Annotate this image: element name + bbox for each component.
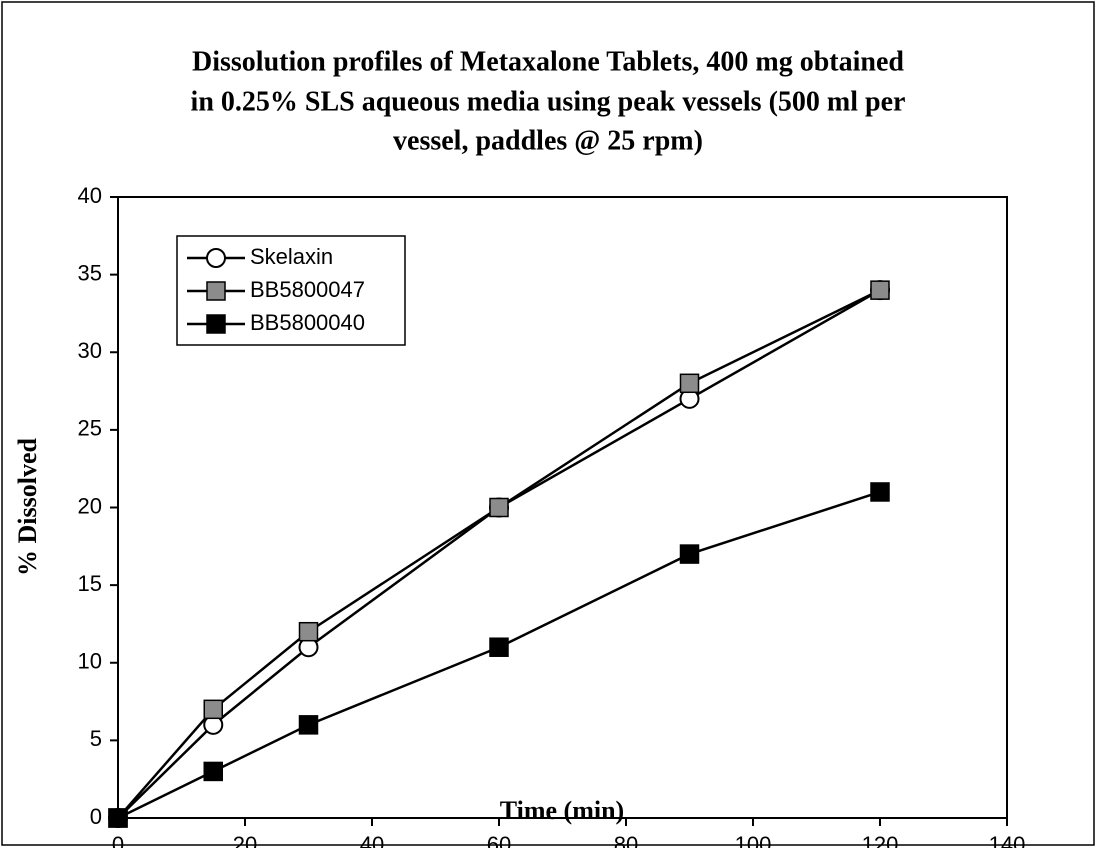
x-tick-label: 20 [233,832,257,848]
data-point [870,482,890,502]
y-tick-label: 0 [90,804,102,829]
data-point [679,373,700,394]
x-tick-label: 60 [487,832,511,848]
legend-marker [206,281,226,301]
x-tick-label: 0 [112,832,124,848]
data-point [108,808,128,828]
data-point [679,544,700,564]
y-tick-label: 20 [78,493,102,518]
legend-label: BB5800040 [250,310,365,335]
x-tick-label: 100 [735,832,772,848]
y-axis-label: % Dissolved [13,437,42,576]
x-tick-label: 40 [360,832,384,848]
x-tick-label: 120 [862,832,899,848]
series-line [117,289,881,819]
data-point [298,715,319,735]
y-tick-label: 40 [78,183,102,208]
legend-marker [206,248,226,268]
y-tick-label: 35 [78,260,102,285]
chart-title: Dissolution profiles of Metaxalone Table… [192,46,904,77]
legend-label: Skelaxin [250,244,333,269]
x-axis-label: Time (min) [500,796,624,825]
series-line [117,490,881,820]
legend-label: BB5800047 [250,277,365,302]
legend-marker [206,314,226,334]
data-point [203,699,223,720]
data-point [870,280,890,300]
y-tick-label: 30 [78,338,102,363]
data-point [203,761,223,782]
series-line [117,289,881,819]
chart-title: in 0.25% SLS aqueous media using peak ve… [191,86,906,117]
x-tick-label: 140 [989,832,1026,848]
data-point [298,621,319,642]
chart-title: vessel, paddles @ 25 rpm) [393,125,703,156]
y-tick-label: 10 [78,649,102,674]
y-tick-label: 15 [78,571,102,596]
y-tick-label: 5 [90,726,102,751]
data-point [489,637,509,657]
data-point [489,497,509,518]
y-tick-label: 25 [78,416,102,441]
x-tick-label: 80 [614,832,638,848]
